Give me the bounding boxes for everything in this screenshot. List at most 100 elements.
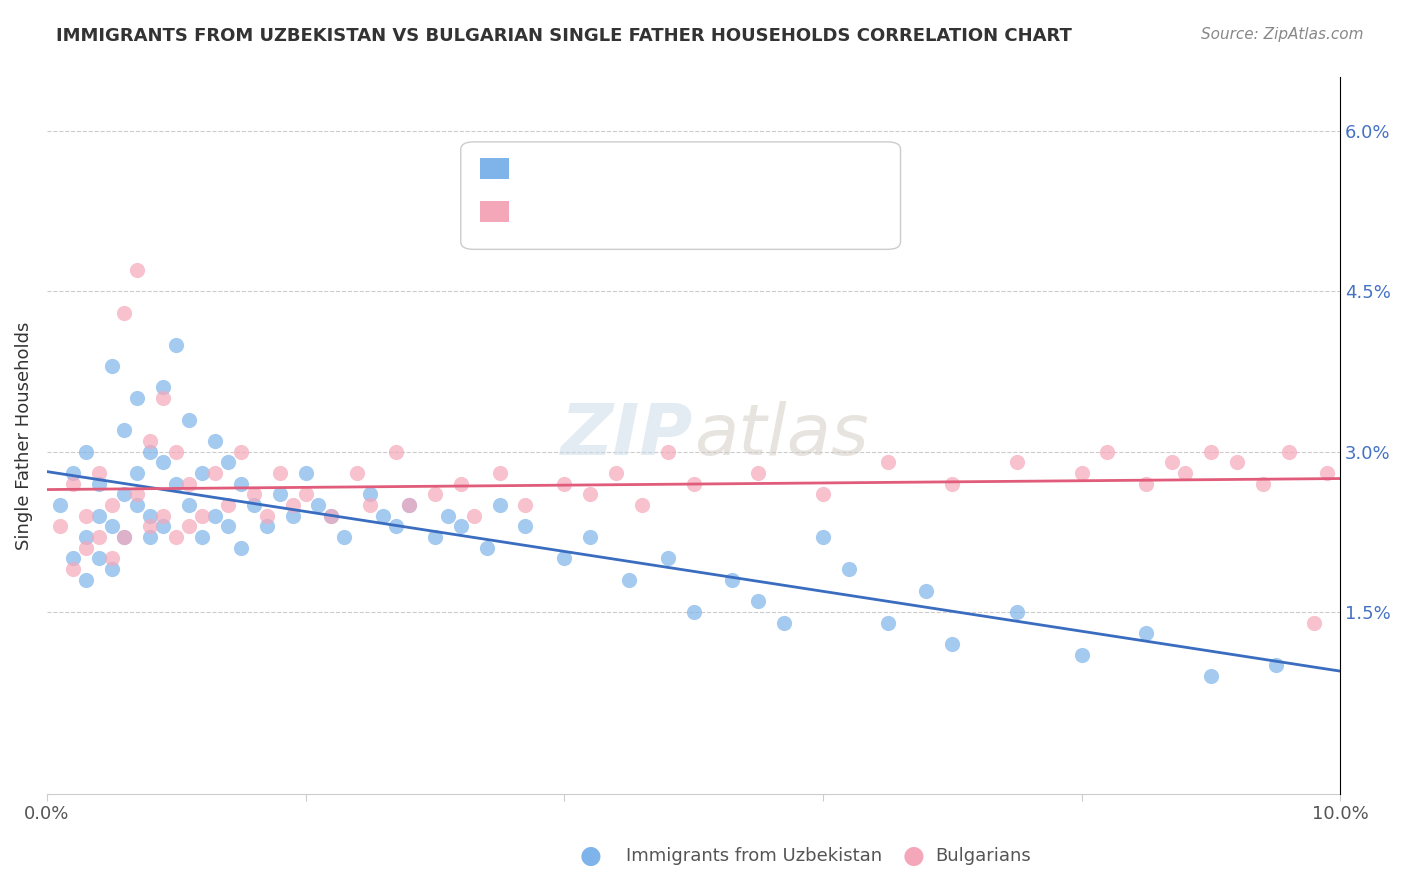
Point <box>152 455 174 469</box>
Point <box>127 466 149 480</box>
Point <box>553 551 575 566</box>
Point <box>657 551 679 566</box>
Point <box>1277 444 1299 458</box>
Point <box>579 487 602 501</box>
Point <box>1303 615 1326 630</box>
Point <box>657 444 679 458</box>
Point <box>423 530 446 544</box>
Point <box>62 476 84 491</box>
Point <box>915 583 938 598</box>
FancyBboxPatch shape <box>461 142 900 250</box>
Point <box>1264 658 1286 673</box>
Point <box>333 530 356 544</box>
Point <box>281 508 304 523</box>
Point <box>1070 648 1092 662</box>
Point <box>179 498 201 512</box>
Text: atlas: atlas <box>693 401 868 470</box>
Point <box>87 551 110 566</box>
Point <box>204 508 226 523</box>
Point <box>204 466 226 480</box>
Point <box>1005 455 1028 469</box>
Point <box>49 519 72 533</box>
Point <box>838 562 860 576</box>
Point <box>62 562 84 576</box>
Point <box>373 508 395 523</box>
Point <box>100 551 122 566</box>
Point <box>1005 605 1028 619</box>
Point <box>165 476 187 491</box>
Text: N = 62: N = 62 <box>688 201 755 219</box>
Point <box>682 605 704 619</box>
Point <box>617 573 640 587</box>
Point <box>114 530 136 544</box>
Point <box>62 551 84 566</box>
Point <box>682 476 704 491</box>
Text: R =: R = <box>519 158 558 176</box>
Point <box>488 466 510 480</box>
Text: 0.179: 0.179 <box>583 201 647 219</box>
Point <box>100 519 122 533</box>
Point <box>553 476 575 491</box>
Point <box>152 391 174 405</box>
Point <box>437 508 460 523</box>
Point <box>423 487 446 501</box>
Point <box>1135 626 1157 640</box>
Point <box>87 476 110 491</box>
Y-axis label: Single Father Households: Single Father Households <box>15 321 32 549</box>
Point <box>1135 476 1157 491</box>
Point <box>1161 455 1184 469</box>
Point <box>243 487 266 501</box>
Point <box>62 466 84 480</box>
Point <box>450 476 472 491</box>
Point <box>179 519 201 533</box>
Point <box>191 508 214 523</box>
Text: -0.313: -0.313 <box>583 158 648 176</box>
Point <box>308 498 330 512</box>
Text: Immigrants from Uzbekistan: Immigrants from Uzbekistan <box>626 847 882 865</box>
Point <box>217 519 239 533</box>
Point <box>139 434 162 448</box>
Point <box>152 519 174 533</box>
Point <box>127 391 149 405</box>
Point <box>165 337 187 351</box>
Point <box>191 466 214 480</box>
Point <box>127 498 149 512</box>
Point <box>204 434 226 448</box>
Point <box>385 444 408 458</box>
Point <box>75 444 97 458</box>
Point <box>256 508 278 523</box>
Point <box>87 530 110 544</box>
Point <box>100 562 122 576</box>
Point <box>75 508 97 523</box>
Point <box>100 359 122 373</box>
Point <box>294 487 316 501</box>
Point <box>229 476 252 491</box>
Point <box>269 487 291 501</box>
Point <box>229 444 252 458</box>
Point <box>1226 455 1249 469</box>
Point <box>385 519 408 533</box>
Point <box>127 263 149 277</box>
Point <box>721 573 744 587</box>
Point <box>114 487 136 501</box>
Bar <box>481 158 509 179</box>
Text: ●: ● <box>903 845 925 868</box>
Point <box>179 476 201 491</box>
Text: IMMIGRANTS FROM UZBEKISTAN VS BULGARIAN SINGLE FATHER HOUSEHOLDS CORRELATION CHA: IMMIGRANTS FROM UZBEKISTAN VS BULGARIAN … <box>56 27 1073 45</box>
Point <box>229 541 252 555</box>
Point <box>165 444 187 458</box>
Point <box>139 444 162 458</box>
Point <box>463 508 485 523</box>
Point <box>876 455 898 469</box>
Point <box>475 541 498 555</box>
Point <box>165 530 187 544</box>
Text: R =: R = <box>519 201 558 219</box>
Point <box>359 498 381 512</box>
Point <box>152 508 174 523</box>
Point <box>515 519 537 533</box>
Point <box>773 615 796 630</box>
Point <box>139 508 162 523</box>
Point <box>139 530 162 544</box>
Point <box>1251 476 1274 491</box>
Text: ZIP: ZIP <box>561 401 693 470</box>
